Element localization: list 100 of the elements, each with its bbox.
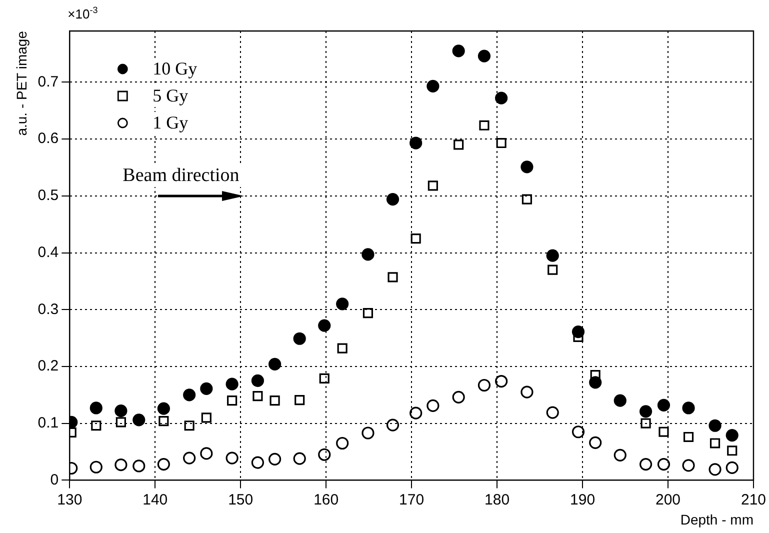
point [226, 378, 238, 390]
point [318, 319, 331, 332]
point [614, 394, 626, 407]
point [268, 452, 282, 466]
point [337, 343, 348, 354]
point [426, 399, 440, 412]
point [252, 391, 263, 402]
point [495, 374, 508, 388]
point [410, 234, 421, 244]
point [388, 272, 398, 282]
point [293, 332, 306, 345]
point [114, 458, 128, 472]
point [478, 378, 491, 392]
y-tick-label: 0.6 [38, 130, 59, 148]
point [157, 458, 170, 471]
y-tick-label: 0.4 [38, 244, 59, 261]
point [116, 417, 126, 428]
x-tick-label: 190 [570, 491, 596, 508]
point [183, 388, 196, 402]
legend-label: 5 Gy [152, 86, 188, 106]
point [201, 412, 212, 423]
point [410, 406, 422, 420]
text: ×10$^{-3}$ [68, 5, 98, 22]
x-tick-label: 200 [655, 491, 681, 508]
point [546, 406, 559, 419]
annotation: Beam direction [122, 165, 240, 186]
point [90, 402, 102, 414]
point [496, 138, 506, 148]
point [294, 394, 305, 406]
point [452, 44, 465, 58]
point [546, 249, 559, 262]
x-tick-label: 160 [314, 491, 339, 508]
x-tick-label: 140 [142, 491, 168, 508]
point [683, 432, 694, 442]
point [726, 428, 738, 442]
x-tick-label: 210 [740, 491, 766, 508]
point [200, 382, 213, 395]
point [336, 298, 349, 310]
point [520, 160, 534, 174]
point [639, 458, 652, 471]
point [362, 426, 374, 440]
point [726, 461, 738, 474]
point [708, 419, 722, 432]
point [270, 396, 280, 406]
x-tick-label: 150 [228, 491, 254, 508]
point [268, 358, 282, 371]
point [184, 420, 194, 431]
point [657, 458, 670, 471]
x-axis-title: Depth - mm [680, 511, 754, 528]
point [478, 50, 491, 62]
legend-label: 10 Gy [152, 58, 198, 79]
point [251, 374, 264, 387]
point [454, 140, 464, 150]
x-tick-label: 130 [57, 491, 82, 508]
point [682, 459, 695, 472]
point [362, 248, 374, 261]
point [90, 460, 102, 474]
point [319, 373, 330, 384]
point [548, 264, 558, 275]
point [520, 386, 534, 398]
point [183, 452, 196, 464]
point [428, 180, 438, 191]
point [114, 404, 128, 418]
point [572, 426, 585, 438]
point [200, 447, 213, 460]
point [589, 436, 602, 449]
y-tick-label: 0 [50, 471, 59, 488]
point [590, 370, 600, 380]
y-tick-label: 0.5 [38, 187, 59, 204]
point [682, 402, 695, 414]
point [318, 448, 331, 461]
point [708, 463, 722, 476]
x-tick-label: 180 [484, 491, 510, 508]
point [495, 92, 508, 104]
point [251, 456, 264, 469]
y-axis-title: a.u. - PET image [13, 30, 30, 136]
point [479, 120, 490, 130]
point [640, 418, 651, 428]
point [158, 416, 169, 426]
y-tick-label: 0.2 [38, 358, 59, 375]
point [227, 396, 238, 406]
point [639, 405, 652, 418]
x-tick-label: 170 [399, 491, 424, 508]
point [410, 136, 422, 150]
point [658, 426, 669, 437]
y-tick-label: 0.7 [38, 73, 59, 90]
point [386, 193, 400, 206]
point [293, 452, 306, 465]
point [226, 452, 238, 464]
point [614, 448, 626, 462]
y-tick-label: 0.1 [38, 414, 59, 432]
point [710, 438, 720, 448]
point [452, 390, 465, 404]
y-tick-label: 0.3 [38, 300, 59, 318]
legend-label: 1 Gy [152, 112, 188, 133]
point [522, 194, 532, 204]
point [362, 308, 374, 318]
point [132, 460, 146, 472]
point [91, 420, 102, 431]
point [157, 402, 170, 415]
